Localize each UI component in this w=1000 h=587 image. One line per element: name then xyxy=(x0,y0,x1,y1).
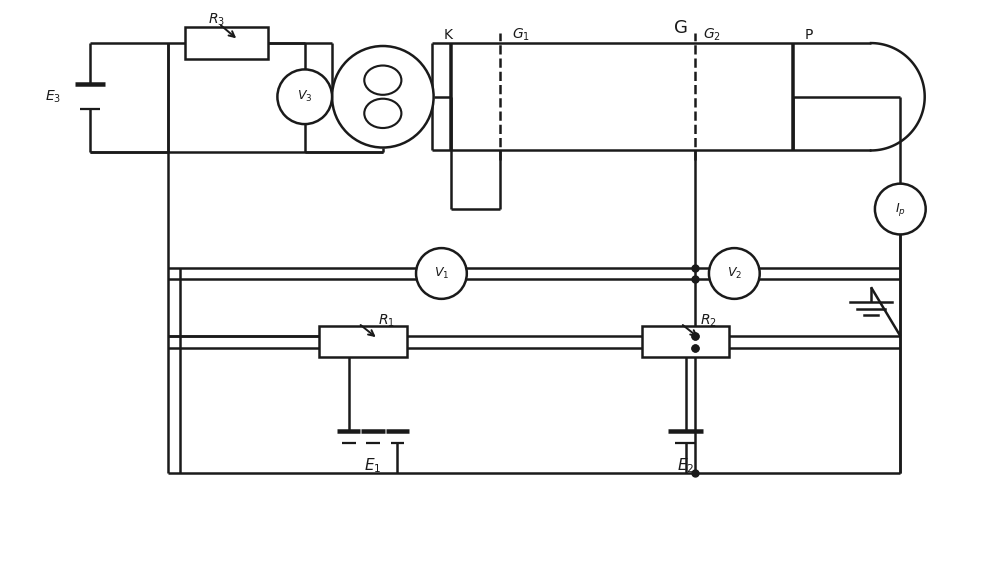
Text: $G_1$: $G_1$ xyxy=(512,27,530,43)
Text: $E_3$: $E_3$ xyxy=(45,89,61,105)
Text: $V_1$: $V_1$ xyxy=(434,266,449,281)
Text: $V_2$: $V_2$ xyxy=(727,266,742,281)
Text: $R_1$: $R_1$ xyxy=(378,312,395,329)
Circle shape xyxy=(416,248,467,299)
Text: $V_3$: $V_3$ xyxy=(297,89,312,104)
Bar xyxy=(319,326,407,357)
Bar xyxy=(185,28,268,59)
Text: $E_1$: $E_1$ xyxy=(364,456,382,475)
Text: $I_p$: $I_p$ xyxy=(895,201,906,218)
Circle shape xyxy=(875,184,926,234)
Text: $G_2$: $G_2$ xyxy=(703,27,721,43)
Text: $R_2$: $R_2$ xyxy=(700,312,717,329)
Text: $R_3$: $R_3$ xyxy=(208,11,225,28)
Text: $E_2$: $E_2$ xyxy=(677,456,694,475)
Circle shape xyxy=(332,46,434,147)
Text: G: G xyxy=(674,19,688,38)
Circle shape xyxy=(709,248,760,299)
Text: P: P xyxy=(805,28,813,42)
Bar xyxy=(642,326,729,357)
Text: K: K xyxy=(444,28,453,42)
Circle shape xyxy=(277,69,332,124)
